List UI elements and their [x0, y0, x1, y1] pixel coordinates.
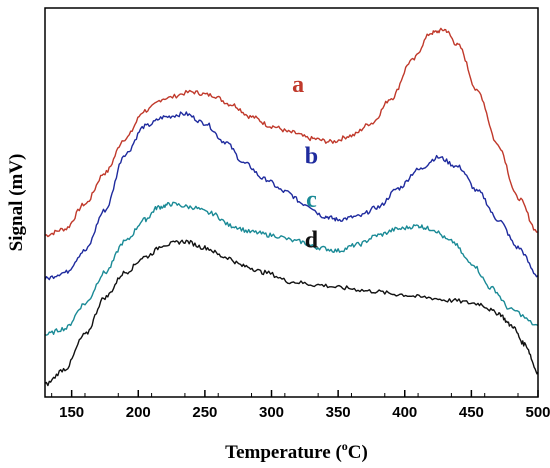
plot-frame [44, 7, 539, 398]
x-tick-label: 500 [525, 404, 550, 421]
x-tick-label: 400 [392, 404, 417, 421]
series-line-d [44, 239, 539, 387]
x-axis-title-text: Temperature [225, 442, 331, 463]
x-axis-title-degree: o [342, 439, 348, 453]
x-tick-label: 350 [326, 404, 351, 421]
x-tick-label: 450 [459, 404, 484, 421]
series-label-a: a [292, 72, 304, 98]
y-axis-title: Signal (mV) [6, 154, 27, 252]
series-label-d: d [305, 228, 319, 254]
x-axis: 150 200 250 300 350 400 450 500 [51, 390, 550, 421]
x-tick-label: 200 [126, 404, 151, 421]
series-label-b: b [305, 144, 318, 170]
series-labels: a bcd [292, 72, 319, 254]
x-axis-title: Temperature (oC) [225, 439, 368, 463]
x-axis-title-unit-open: ( [331, 442, 342, 463]
series-layer [44, 27, 539, 387]
series-line-c [44, 201, 539, 336]
series-label-c: c [306, 187, 317, 213]
series-line-a [44, 27, 538, 238]
series-line-b [44, 111, 539, 281]
x-tick-label: 250 [192, 404, 217, 421]
x-axis-title-unit-close: C) [348, 442, 368, 463]
x-tick-label: 300 [259, 404, 284, 421]
x-tick-label: 150 [59, 404, 84, 421]
